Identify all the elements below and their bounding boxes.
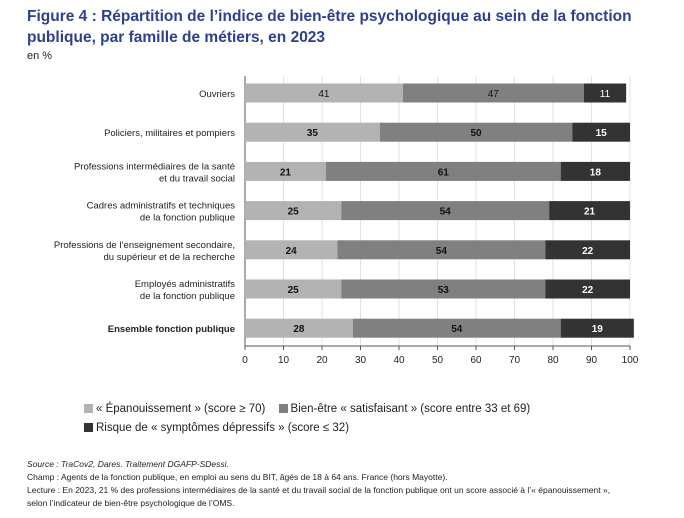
data-label: 19 [592, 324, 604, 335]
data-label: 54 [440, 207, 452, 218]
data-label: 53 [438, 285, 450, 296]
lecture-note: Lecture : En 2023, 21 % des professions … [27, 485, 611, 495]
legend-item-epanouissement: « Épanouissement » (score ≥ 70) [84, 403, 265, 415]
bar-segment [245, 240, 338, 260]
chart-title: Figure 4 : Répartition de l’indice de bi… [27, 8, 632, 46]
category-label: et du travail social [159, 173, 235, 184]
bar-segment [572, 122, 630, 142]
x-tick-label: 20 [316, 355, 328, 366]
bar-segment [549, 201, 630, 221]
data-label: 50 [470, 128, 482, 139]
category-label: Employés administratifs [135, 279, 236, 290]
data-label: 25 [288, 207, 300, 218]
notes: Source : TraCov2, Dares. Traitement DGAF… [27, 458, 610, 510]
data-label: 47 [488, 89, 500, 100]
stacked-bar-chart: 0 10 20 30 40 50 60 70 80 90 100 Ouvriers 41 47 11 Poli… [54, 76, 639, 366]
data-label: 18 [590, 167, 602, 178]
x-tick-label: 60 [470, 355, 482, 366]
legend-label: Risque de « symptômes dépressifs » (scor… [96, 422, 350, 434]
x-tick-label: 50 [432, 355, 444, 366]
data-label: 54 [451, 324, 463, 335]
legend-item-depressifs: Risque de « symptômes dépressifs » (scor… [84, 422, 349, 434]
bar-segment [379, 122, 573, 142]
category-label: Professions de l’enseignement secondaire… [54, 240, 235, 251]
legend-label: Bien-être « satisfaisant » (score entre … [290, 403, 531, 415]
legend-label: « Épanouissement » (score ≥ 70) [96, 403, 266, 415]
x-tick-label: 80 [547, 355, 559, 366]
x-tick-label: 100 [622, 355, 639, 366]
data-label: 22 [582, 285, 594, 296]
category-label: Cadres administratifs et techniques [87, 201, 236, 212]
data-label: 21 [280, 167, 292, 178]
x-tick-label: 70 [509, 355, 521, 366]
source-note: Source : TraCov2, Dares. Traitement DGAF… [27, 459, 229, 469]
bar-segment [245, 318, 353, 338]
bar-segment [545, 279, 630, 299]
data-label: 35 [307, 128, 319, 139]
unit-label: en % [27, 50, 53, 62]
legend-swatch [84, 404, 93, 413]
data-label: 25 [288, 285, 300, 296]
bar-segment [402, 83, 584, 103]
data-label: 54 [436, 246, 448, 257]
data-label: 41 [318, 89, 330, 100]
bar-segment [245, 201, 342, 221]
legend-swatch [278, 404, 288, 413]
data-label: 24 [286, 246, 298, 257]
data-label: 15 [596, 128, 608, 139]
legend-item-satisfaisant: Bien-être « satisfaisant » (score entre … [278, 403, 531, 415]
bar-segment [560, 161, 630, 181]
data-label: 22 [582, 246, 594, 257]
legend-swatch [84, 423, 93, 432]
bar-segment [352, 318, 561, 338]
bar-segment [245, 122, 380, 142]
category-label: du supérieur et de la recherche [104, 252, 236, 263]
category-label: Ensemble fonction publique [108, 324, 235, 335]
legend: « Épanouissement » (score ≥ 70) Bien-êtr… [84, 400, 540, 438]
bar-segment [245, 161, 326, 181]
bar-segment [325, 161, 561, 181]
champ-note: Champ : Agents de la fonction publique, … [27, 472, 448, 482]
data-label: 21 [584, 207, 596, 218]
category-label: de la fonction publique [140, 291, 235, 302]
x-tick-label: 90 [586, 355, 598, 366]
bar-segment [560, 318, 634, 338]
category-label: Professions intermédiaires de la santé [74, 161, 235, 172]
bar-segment [341, 201, 550, 221]
x-tick-label: 10 [278, 355, 290, 366]
x-tick-label: 40 [393, 355, 405, 366]
bar-segment [245, 83, 403, 103]
category-label: Policiers, militaires et pompiers [104, 128, 235, 139]
data-label: 28 [293, 324, 305, 335]
data-label: 11 [600, 89, 611, 100]
x-tick-label: 30 [355, 355, 367, 366]
bar-segment [341, 279, 546, 299]
lecture-note-cont: selon l’indicateur de bien-être psycholo… [27, 498, 235, 508]
bar-segment [583, 83, 627, 103]
bar-segment [337, 240, 546, 260]
bar-segment [545, 240, 630, 260]
category-label: de la fonction publique [140, 213, 235, 224]
bar-segment [245, 279, 342, 299]
data-label: 61 [438, 167, 450, 178]
x-tick-label: 0 [242, 355, 248, 366]
category-label: Ouvriers [199, 89, 235, 100]
